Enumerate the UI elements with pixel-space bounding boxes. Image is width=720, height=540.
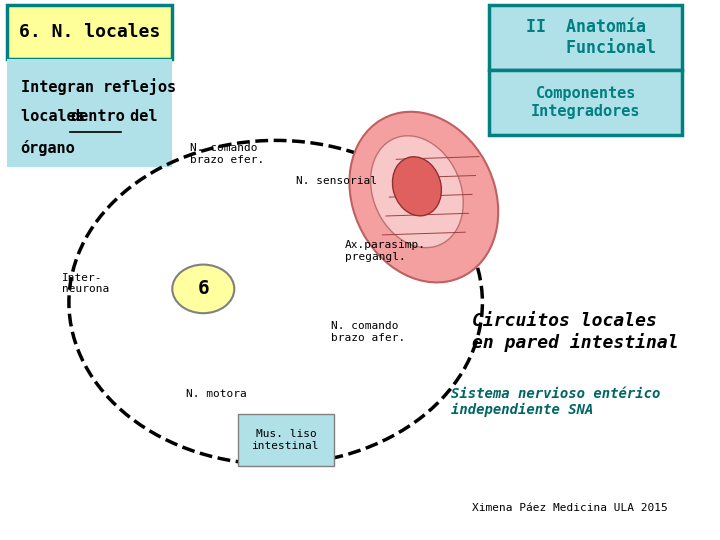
Ellipse shape <box>371 136 463 248</box>
Text: Integran reflejos: Integran reflejos <box>21 78 176 95</box>
Text: Sistema nervioso entérico
independiente SNA: Sistema nervioso entérico independiente … <box>451 387 661 417</box>
FancyBboxPatch shape <box>7 59 172 167</box>
Text: Circuitos locales
en pared intestinal: Circuitos locales en pared intestinal <box>472 312 679 352</box>
Text: 6. N. locales: 6. N. locales <box>19 23 161 42</box>
Text: N. comando
brazo efer.: N. comando brazo efer. <box>189 143 264 165</box>
Text: locales: locales <box>21 109 94 124</box>
FancyBboxPatch shape <box>490 5 683 70</box>
FancyBboxPatch shape <box>238 415 334 465</box>
Text: II  Anatomía
     Funcional: II Anatomía Funcional <box>516 18 656 57</box>
Text: Componentes
Integradores: Componentes Integradores <box>531 86 641 119</box>
Text: Ximena Páez Medicina ULA 2015: Ximena Páez Medicina ULA 2015 <box>472 503 668 512</box>
Text: Inter-
neurona: Inter- neurona <box>62 273 109 294</box>
Text: N. motora: N. motora <box>186 389 247 399</box>
Text: órgano: órgano <box>21 140 76 156</box>
Ellipse shape <box>349 112 498 282</box>
Text: 6: 6 <box>197 279 210 299</box>
Text: Mus. liso
intestinal: Mus. liso intestinal <box>252 429 320 451</box>
Ellipse shape <box>392 157 441 216</box>
Text: dentro: dentro <box>71 109 125 124</box>
Text: N. sensorial: N. sensorial <box>297 176 377 186</box>
Text: Ax.parasimp.
pregangl.: Ax.parasimp. pregangl. <box>345 240 426 262</box>
Text: N. comando
brazo afer.: N. comando brazo afer. <box>330 321 405 343</box>
FancyBboxPatch shape <box>7 5 172 59</box>
Text: del: del <box>121 109 158 124</box>
Circle shape <box>172 265 234 313</box>
FancyBboxPatch shape <box>490 70 683 135</box>
